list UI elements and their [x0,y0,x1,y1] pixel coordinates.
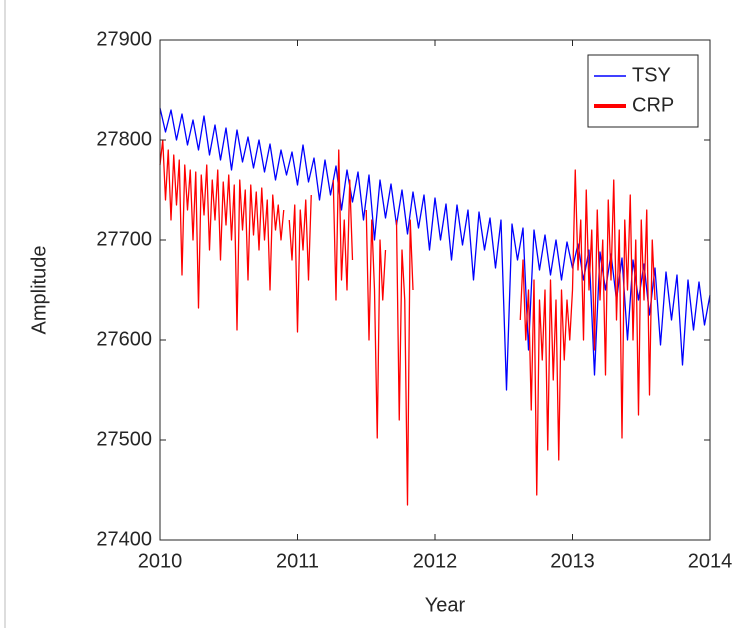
legend: TSY CRP [587,54,699,128]
data-line [159,139,656,506]
y-tick-label: 27500 [96,428,152,450]
y-tick-label: 27900 [96,28,152,50]
x-axis-label: Year [425,594,466,616]
x-tick-label: 2014 [688,550,733,572]
y-tick-label: 27800 [96,128,152,150]
y-axis-label: Amplitude [28,246,50,335]
x-tick-label: 2013 [550,550,595,572]
y-tick-label: 27700 [96,228,152,250]
x-tick-label: 2012 [413,550,458,572]
legend-label: CRP [632,94,674,116]
x-tick-label: 2010 [138,550,183,572]
y-tick-label: 27600 [96,328,152,350]
legend-box [587,54,699,128]
x-tick-label: 2011 [276,550,319,572]
data-line [159,107,711,391]
y-tick-label: 27400 [96,528,152,550]
legend-label: TSY [632,64,671,86]
